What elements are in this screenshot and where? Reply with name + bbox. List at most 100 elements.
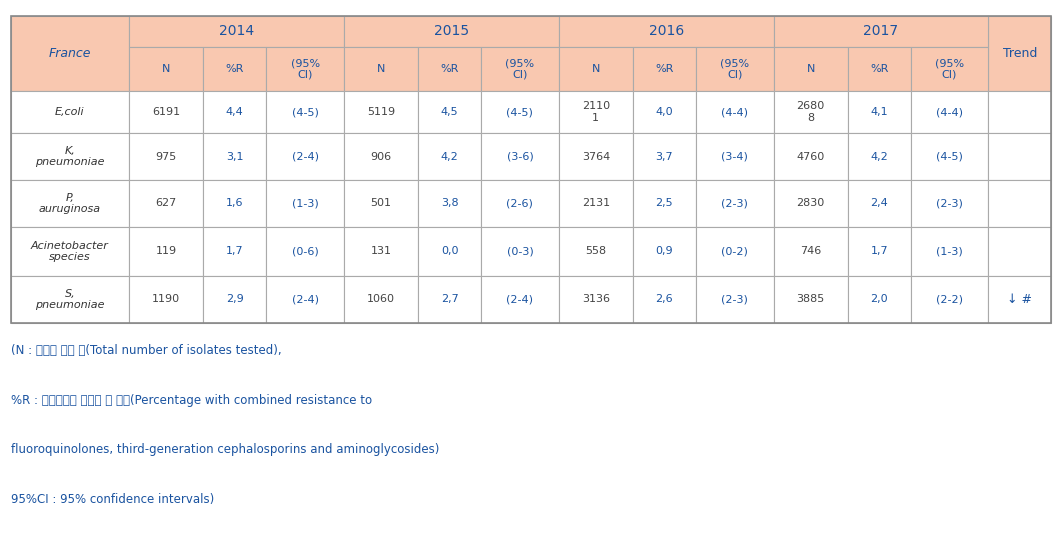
Text: 2,6: 2,6 [655,294,673,305]
Text: (2-4): (2-4) [507,294,533,305]
Text: 4,5: 4,5 [441,107,459,117]
Text: 3136: 3136 [582,294,610,305]
Text: 6191: 6191 [152,107,181,117]
Text: E,coli: E,coli [55,107,85,117]
Bar [481,133,559,180]
Bar [773,91,847,133]
Bar [559,133,633,180]
Text: K,
pneumoniae: K, pneumoniae [35,146,105,167]
Text: (0-6): (0-6) [292,246,319,257]
Bar [418,133,481,180]
Text: 95%CI : 95% confidence intervals): 95%CI : 95% confidence intervals) [11,493,213,506]
Text: 3,8: 3,8 [441,199,459,208]
Text: 3764: 3764 [582,152,610,161]
Bar [989,227,1051,276]
Text: (4-5): (4-5) [936,152,963,161]
Bar [481,276,559,323]
Bar [847,180,910,227]
Text: (95%
CI): (95% CI) [720,58,750,80]
Bar [203,180,267,227]
Text: (4-5): (4-5) [507,107,533,117]
Text: %R: %R [225,64,244,74]
Text: (2-6): (2-6) [507,199,533,208]
Bar [847,133,910,180]
Bar [910,276,989,323]
Bar [344,47,418,91]
Text: (3-6): (3-6) [507,152,533,161]
Text: N: N [806,64,815,74]
Bar [418,180,481,227]
Bar [344,276,418,323]
Bar [773,276,847,323]
Text: N: N [162,64,170,74]
Text: 2014: 2014 [219,24,254,38]
Bar [418,91,481,133]
Text: (1-3): (1-3) [936,246,963,257]
Bar [559,91,633,133]
Text: 2830: 2830 [796,199,825,208]
Text: 2015: 2015 [433,24,469,38]
Bar [989,180,1051,227]
Text: %R: %R [870,64,888,74]
Bar [773,180,847,227]
Bar [696,276,773,323]
Bar [910,133,989,180]
Text: (0-2): (0-2) [721,246,748,257]
Bar [203,276,267,323]
Text: 2017: 2017 [863,24,898,38]
Text: 2110
1: 2110 1 [582,101,610,123]
Text: 0,0: 0,0 [441,246,459,257]
Bar [989,16,1051,91]
Text: (4-4): (4-4) [721,107,749,117]
Bar [11,16,130,91]
Text: 1190: 1190 [152,294,181,305]
Text: (2-3): (2-3) [721,199,748,208]
Bar [696,133,773,180]
Bar [633,276,696,323]
Bar [773,133,847,180]
Text: 3,1: 3,1 [226,152,243,161]
Bar [11,91,130,133]
Text: P,
auruginosa: P, auruginosa [39,193,101,214]
Bar [773,16,989,47]
Bar [130,133,203,180]
Bar [847,47,910,91]
Bar [11,227,130,276]
Text: 1060: 1060 [367,294,395,305]
Text: ↓ #: ↓ # [1008,293,1032,306]
Text: (N : 분리된 전체 수(Total number of isolates tested),: (N : 분리된 전체 수(Total number of isolates t… [11,344,281,357]
Text: 4,4: 4,4 [226,107,243,117]
Bar [773,227,847,276]
Text: (2-3): (2-3) [936,199,963,208]
Text: Trend: Trend [1003,47,1038,60]
Bar [344,91,418,133]
Text: Acinetobacter
species: Acinetobacter species [31,240,108,262]
Text: 1,7: 1,7 [871,246,888,257]
Bar [130,47,203,91]
Bar [267,276,344,323]
Bar [203,227,267,276]
Bar [481,47,559,91]
Text: 3885: 3885 [796,294,825,305]
Text: 4,1: 4,1 [871,107,888,117]
Text: 558: 558 [585,246,606,257]
Bar [130,91,203,133]
Bar [418,227,481,276]
Text: 3,7: 3,7 [655,152,673,161]
Bar [559,227,633,276]
Text: 2131: 2131 [582,199,610,208]
Text: N: N [592,64,600,74]
Bar [910,47,989,91]
Text: 2,4: 2,4 [870,199,888,208]
Bar [418,276,481,323]
Text: %R: %R [655,64,673,74]
Bar [344,227,418,276]
Bar [267,133,344,180]
Bar [203,91,267,133]
Bar [130,227,203,276]
Text: S,
pneumoniae: S, pneumoniae [35,288,105,310]
Bar [267,91,344,133]
Bar [633,180,696,227]
Bar [267,180,344,227]
Text: 746: 746 [800,246,821,257]
